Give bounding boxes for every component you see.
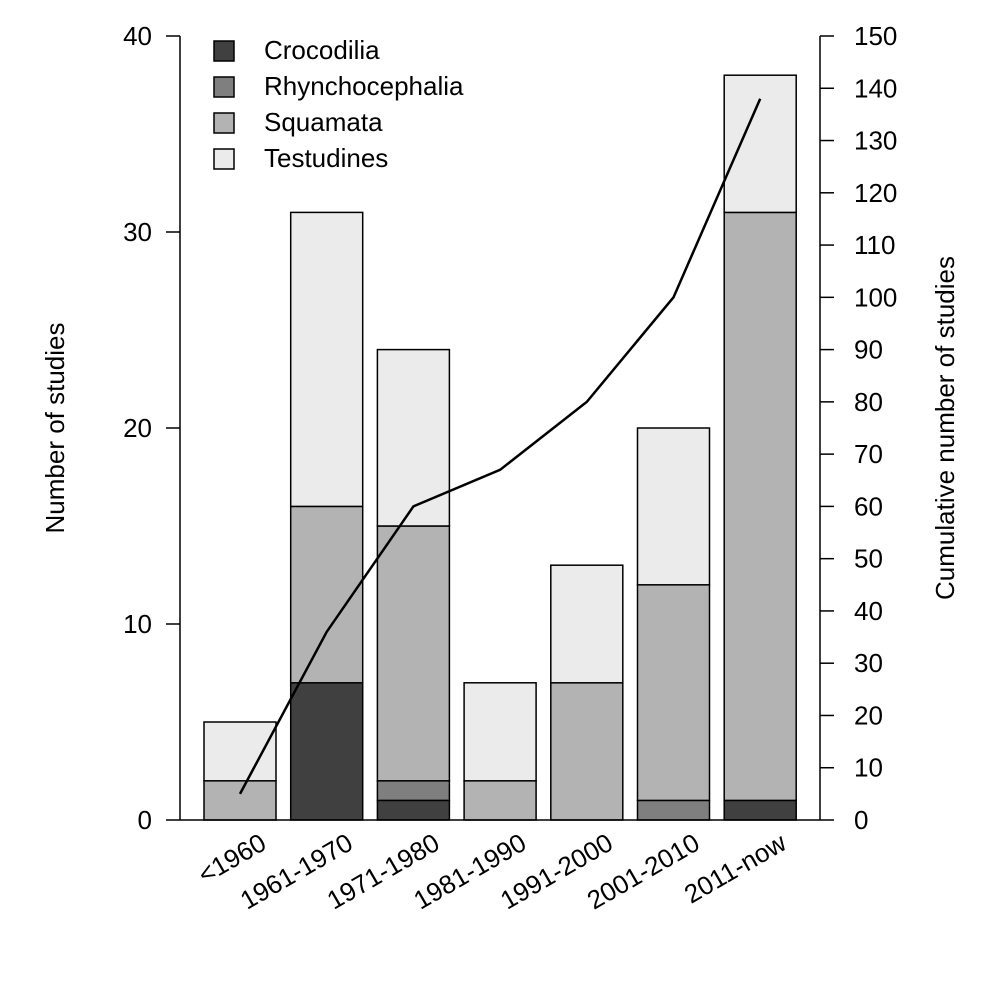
bar-segment-testudines-6	[723, 74, 797, 214]
left-tick-label: 20	[123, 413, 152, 443]
bar-segment-squamata-6	[723, 211, 797, 802]
cumulative-line-layer	[238, 98, 762, 795]
legend-label-squamata: Squamata	[264, 107, 383, 137]
right-tick-label: 90	[854, 335, 883, 365]
left-tick-label: 30	[123, 217, 152, 247]
bar-segment-squamata-2	[376, 525, 451, 782]
legend-label-rhynchocephalia: Rhynchocephalia	[264, 71, 464, 101]
right-tick-label: 120	[854, 178, 897, 208]
right-tick-label: 130	[854, 126, 897, 156]
bar-segment-testudines-3	[463, 682, 537, 782]
legend-swatch-testudines	[213, 148, 235, 170]
legend-label-testudines: Testudines	[264, 143, 388, 173]
right-tick-label: 0	[854, 805, 868, 835]
bar-segment-crocodilia-1	[289, 682, 364, 821]
left-tick-label: 0	[138, 805, 152, 835]
right-tick-label: 40	[854, 596, 883, 626]
right-tick-label: 60	[854, 491, 883, 521]
left-y-axis: 0 10 20 30 40	[123, 21, 820, 835]
bar-segment-testudines-0	[203, 721, 277, 782]
bar-segment-testudines-4	[550, 564, 624, 684]
legend-swatch-squamata	[213, 112, 235, 134]
right-tick-label: 110	[854, 230, 895, 260]
legend-swatch-crocodilia	[213, 40, 235, 62]
bar-segment-rhynchocephalia-2	[376, 780, 451, 802]
bar-segment-testudines-1	[289, 211, 364, 508]
right-tick-label: 140	[854, 73, 897, 103]
left-tick-label: 40	[123, 21, 152, 51]
right-tick-label: 20	[854, 700, 883, 730]
right-y-axis: 0 10 20 30 40 50 60 70 80 90 100 110 120 130 140 150	[819, 21, 897, 835]
bar-segment-testudines-2	[376, 348, 451, 527]
legend-label-crocodilia: Crocodilia	[264, 35, 380, 65]
x-axis-category-labels: <19601961-19701971-19801981-19901991-200…	[193, 827, 792, 915]
y2-axis-title: Cumulative number of studies	[930, 256, 960, 600]
legend-swatch-rhynchocephalia	[213, 76, 235, 98]
legend: Crocodilia Rhynchocephalia Squamata Testudi…	[213, 35, 464, 173]
right-tick-label: 150	[854, 21, 897, 51]
bars-layer	[203, 74, 797, 821]
bar-segment-squamata-0	[203, 780, 277, 821]
bar-segment-squamata-5	[636, 584, 711, 802]
y-axis-title: Number of studies	[40, 323, 70, 534]
bar-segment-crocodilia-6	[723, 799, 797, 821]
cumulative-line	[238, 98, 762, 795]
right-tick-label: 70	[854, 439, 883, 469]
right-tick-label: 30	[854, 648, 883, 678]
right-tick-label: 10	[854, 753, 883, 783]
right-tick-label: 50	[854, 544, 883, 574]
right-tick-label: 80	[854, 387, 883, 417]
bar-segment-rhynchocephalia-5	[636, 799, 711, 821]
left-tick-label: 10	[123, 609, 152, 639]
bar-segment-testudines-5	[636, 427, 711, 586]
bar-segment-squamata-1	[289, 505, 364, 684]
bar-segment-crocodilia-2	[376, 799, 451, 821]
bar-segment-squamata-4	[550, 682, 624, 821]
bar-segment-squamata-3	[463, 780, 537, 821]
right-tick-label: 100	[854, 282, 897, 312]
